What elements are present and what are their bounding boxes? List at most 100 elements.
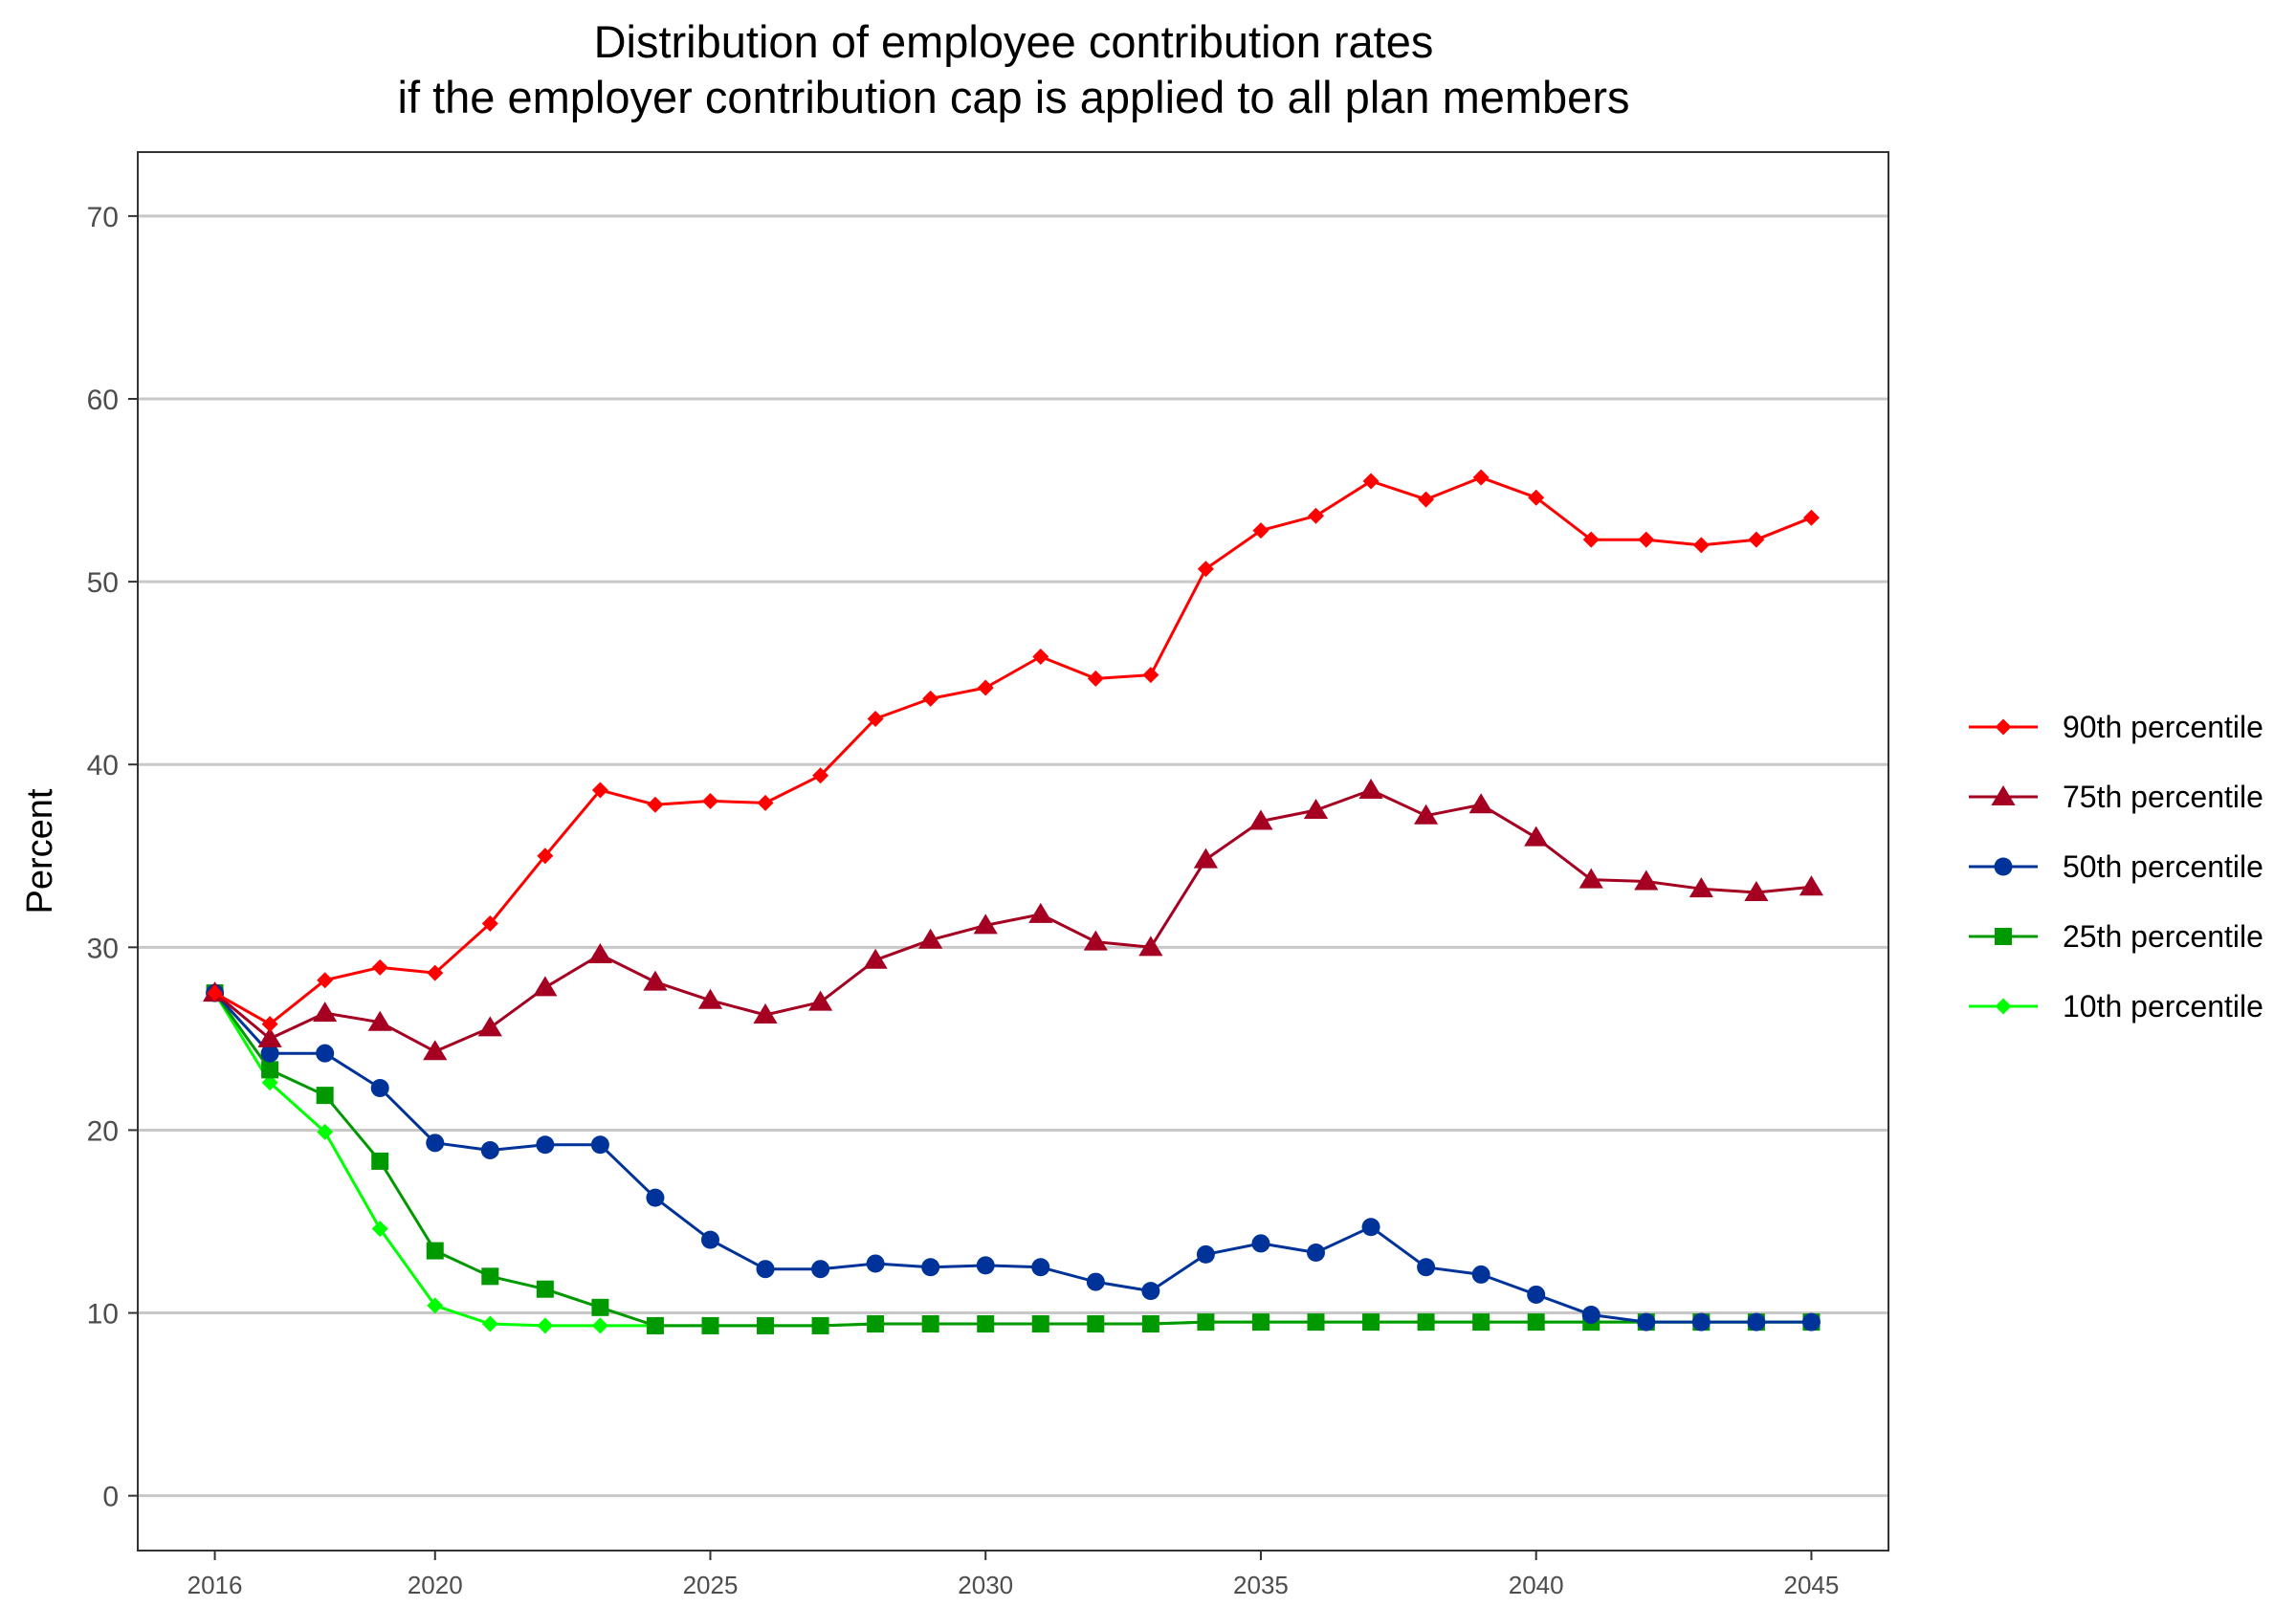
data-point-25th-percentile xyxy=(646,1316,664,1334)
x-tick-label: 2016 xyxy=(188,1571,243,1599)
data-point-50th-percentile xyxy=(921,1258,940,1277)
data-point-90th-percentile xyxy=(1362,473,1380,490)
series-line-75th-percentile xyxy=(213,788,1812,1053)
data-point-90th-percentile xyxy=(207,984,224,1002)
data-point-90th-percentile xyxy=(371,958,388,976)
series-line-50th-percentile xyxy=(213,992,1812,1324)
data-point-50th-percentile xyxy=(1196,1244,1215,1264)
data-point-25th-percentile xyxy=(536,1280,554,1298)
data-point-50th-percentile xyxy=(1527,1285,1546,1304)
data-point-50th-percentile xyxy=(1361,1218,1380,1237)
data-point-25th-percentile xyxy=(481,1267,499,1286)
data-point-90th-percentile xyxy=(1252,522,1269,539)
legend-item-90th-percentile: 90th percentile xyxy=(1969,710,2263,744)
data-point-75th-percentile xyxy=(1578,868,1603,889)
data-point-75th-percentile xyxy=(1799,875,1824,896)
y-tick-label: 70 xyxy=(87,202,119,233)
x-tick-label: 2045 xyxy=(1784,1571,1840,1599)
data-point-75th-percentile xyxy=(1634,870,1659,891)
data-point-25th-percentile xyxy=(921,1315,939,1333)
data-point-10th-percentile xyxy=(261,1074,278,1091)
data-point-90th-percentile xyxy=(867,710,884,727)
data-point-25th-percentile xyxy=(1362,1313,1380,1332)
data-point-25th-percentile xyxy=(867,1315,885,1333)
chart-title: Distribution of employee contribution ra… xyxy=(593,16,1434,67)
data-point-50th-percentile xyxy=(1581,1305,1601,1324)
data-point-90th-percentile xyxy=(922,690,939,707)
data-point-25th-percentile xyxy=(1307,1313,1325,1332)
data-point-90th-percentile xyxy=(481,914,498,932)
data-point-90th-percentile xyxy=(757,794,774,811)
data-point-75th-percentile xyxy=(367,1010,392,1031)
legend-item-25th-percentile: 25th percentile xyxy=(1969,919,2263,954)
data-point-75th-percentile xyxy=(1468,793,1493,814)
data-point-50th-percentile xyxy=(1307,1243,1326,1262)
data-point-25th-percentile xyxy=(1141,1315,1159,1333)
data-point-50th-percentile xyxy=(316,1044,335,1063)
data-point-90th-percentile xyxy=(977,679,994,696)
x-tick-label: 2040 xyxy=(1509,1571,1564,1599)
y-tick-label: 60 xyxy=(87,385,119,416)
y-tick-label: 50 xyxy=(87,567,119,599)
data-point-75th-percentile xyxy=(1138,936,1163,957)
data-point-25th-percentile xyxy=(811,1316,829,1334)
legend-label: 10th percentile xyxy=(2063,989,2263,1024)
legend-label: 25th percentile xyxy=(2063,919,2263,954)
data-point-90th-percentile xyxy=(1032,648,1049,665)
data-point-90th-percentile xyxy=(1748,531,1765,548)
data-point-90th-percentile xyxy=(701,792,718,809)
data-point-25th-percentile xyxy=(426,1242,444,1260)
data-point-25th-percentile xyxy=(371,1152,389,1170)
legend: 90th percentile 75th percentile 50th perce… xyxy=(1969,710,2263,1024)
data-point-75th-percentile xyxy=(1524,826,1549,847)
y-tick-label: 0 xyxy=(102,1482,119,1513)
data-point-75th-percentile xyxy=(863,948,888,969)
series-10th-percentile xyxy=(207,984,1820,1334)
data-point-25th-percentile xyxy=(1031,1315,1049,1333)
data-point-90th-percentile xyxy=(261,1016,278,1033)
legend-item-50th-percentile: 50th percentile xyxy=(1969,849,2263,884)
data-point-90th-percentile xyxy=(647,796,664,813)
legend-label: 50th percentile xyxy=(2063,849,2263,884)
data-point-10th-percentile xyxy=(317,1123,334,1140)
legend-label: 90th percentile xyxy=(2063,710,2263,744)
data-point-75th-percentile xyxy=(807,990,833,1011)
y-tick-label: 40 xyxy=(87,750,119,781)
data-point-50th-percentile xyxy=(756,1260,775,1279)
data-point-75th-percentile xyxy=(697,988,723,1009)
data-point-75th-percentile xyxy=(587,942,612,963)
data-point-25th-percentile xyxy=(316,1087,334,1105)
data-point-90th-percentile xyxy=(1142,667,1159,684)
y-tick-label: 30 xyxy=(87,933,119,964)
data-point-50th-percentile xyxy=(1747,1312,1766,1332)
data-point-90th-percentile xyxy=(1472,469,1490,486)
data-point-10th-percentile xyxy=(481,1315,498,1332)
legend-marker xyxy=(1995,998,2012,1015)
data-point-25th-percentile xyxy=(1417,1313,1435,1332)
data-point-75th-percentile xyxy=(1083,930,1108,951)
data-point-50th-percentile xyxy=(260,1044,279,1063)
data-point-75th-percentile xyxy=(423,1040,448,1061)
data-point-10th-percentile xyxy=(591,1317,608,1334)
data-point-75th-percentile xyxy=(1744,881,1769,901)
data-point-50th-percentile xyxy=(1637,1312,1656,1332)
data-point-50th-percentile xyxy=(1691,1312,1711,1332)
data-point-50th-percentile xyxy=(976,1256,995,1275)
data-point-90th-percentile xyxy=(812,767,829,784)
data-point-50th-percentile xyxy=(646,1188,665,1207)
chart-subtitle: if the employer contribution cap is appl… xyxy=(397,72,1630,122)
data-point-50th-percentile xyxy=(811,1260,830,1279)
x-tick-label: 2025 xyxy=(683,1571,739,1599)
series-50th-percentile xyxy=(206,983,1821,1332)
legend-marker xyxy=(1995,718,2012,736)
data-point-90th-percentile xyxy=(537,848,554,865)
data-point-90th-percentile xyxy=(427,964,444,981)
data-point-50th-percentile xyxy=(700,1230,719,1249)
data-point-75th-percentile xyxy=(477,1016,502,1037)
data-point-75th-percentile xyxy=(1358,778,1383,799)
data-point-90th-percentile xyxy=(1638,531,1655,548)
legend-marker xyxy=(1995,928,2012,945)
data-point-75th-percentile xyxy=(1303,799,1329,819)
